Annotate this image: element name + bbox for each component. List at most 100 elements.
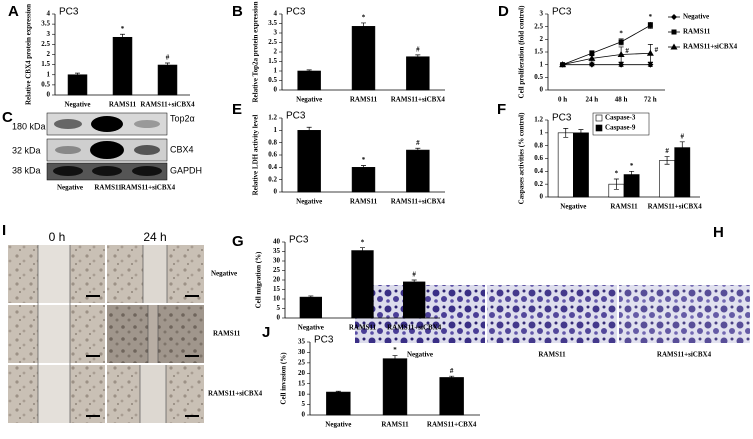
error-bar: [120, 33, 125, 41]
error-bar: [335, 390, 341, 394]
legend-swatch: [595, 114, 603, 122]
panel-letter: B: [232, 3, 243, 20]
panel-title: PC3: [286, 111, 306, 122]
y-tick-label: 0: [47, 91, 51, 99]
wound-edges: [37, 245, 168, 423]
time-label: 24 h: [143, 230, 166, 244]
lane-label: Negative: [57, 184, 83, 192]
legend-label: RAMS11: [683, 28, 711, 36]
point: [589, 50, 595, 56]
x-tick-label: RAMS11+siCBX4: [391, 96, 446, 104]
y-axis-label: Cell invasion (%): [280, 352, 288, 405]
legend-label: RAMS11+siCBX4: [683, 43, 738, 51]
y-tick-label: 0: [540, 86, 544, 94]
x-tick-label: RAMS11: [610, 203, 638, 211]
x-tick-label: RAMS11+siCBX4: [391, 198, 446, 206]
point: [617, 51, 625, 58]
band: [134, 120, 160, 128]
row-label: RAMS11: [213, 330, 241, 338]
row-label: RAMS11+siCBX4: [208, 390, 263, 398]
error-bar: [361, 22, 366, 31]
panel-letter: G: [232, 233, 244, 250]
y-tick-label: 1: [274, 67, 278, 75]
panel-letter: A: [8, 3, 19, 20]
y-tick-label: 0.6: [534, 154, 543, 162]
significance-mark: #: [625, 47, 629, 55]
line: [562, 52, 651, 66]
panel-letter: D: [498, 3, 509, 20]
wound-images: [8, 245, 204, 423]
y-tick-label: 30: [273, 257, 281, 265]
point: [559, 61, 567, 68]
y-tick-label: 5: [277, 304, 281, 312]
gap: [143, 245, 167, 303]
error-bar: [679, 141, 685, 154]
y-tick-label: 0: [540, 193, 544, 201]
bar: [299, 296, 322, 319]
y-tick-label: 0.4: [534, 167, 543, 175]
y-tick-label: 1: [274, 126, 278, 134]
gap: [38, 365, 70, 423]
point: [588, 61, 595, 68]
significance-mark: #: [681, 132, 685, 140]
significance-mark: *: [619, 29, 623, 37]
significance-mark: *: [121, 25, 125, 33]
y-tick-label: 25: [273, 266, 281, 274]
legend-symbol: [671, 14, 677, 20]
band: [132, 166, 162, 176]
y-tick-label: 0.4: [268, 163, 277, 171]
y-tick-label: 35: [298, 338, 306, 346]
significance-mark: #: [416, 45, 420, 53]
x-tick-label: RAMS11: [381, 421, 409, 429]
x-tick-label: RAMS11+siCBX4: [648, 203, 703, 211]
bar: [297, 70, 321, 91]
y-tick-label: 0.5: [534, 73, 543, 81]
significance-mark: #: [655, 46, 659, 54]
y-tick-label: 0.2: [268, 175, 277, 183]
significance-mark: *: [361, 238, 365, 246]
x-tick-label: Negative: [296, 96, 322, 104]
y-tick-label: 0.5: [268, 76, 277, 84]
x-tick-label: 0 h: [558, 96, 567, 104]
bar: [326, 391, 351, 416]
band: [134, 145, 160, 155]
size-label: 32 kDa: [12, 145, 41, 155]
panel-title: PC3: [314, 335, 334, 346]
blot-panel: C 180 kDa 32 kDa 38 kDa Top2α CBX4 GAPDH…: [2, 109, 202, 192]
error-bar: [75, 72, 80, 77]
lane-label: RAMS11: [94, 184, 122, 192]
x-tick-label: 72 h: [644, 96, 657, 104]
y-tick-label: 1: [540, 60, 544, 68]
legend-box: [592, 112, 650, 136]
error-bar: [361, 165, 366, 170]
y-tick-label: 0: [274, 188, 278, 196]
lane-label: RAMS11+siCBX4: [121, 184, 176, 192]
significance-mark: *: [649, 13, 653, 21]
y-tick-label: 3: [47, 30, 51, 38]
x-tick-label: 24 h: [586, 96, 599, 104]
y-tick-label: 1.2: [268, 114, 277, 122]
point: [618, 39, 624, 45]
panel-letter: J: [262, 324, 270, 341]
y-tick-label: 1: [540, 128, 544, 136]
row-label: Negative: [211, 270, 237, 278]
panel-title: PC3: [552, 7, 572, 18]
significance-mark: *: [393, 346, 397, 354]
band: [55, 146, 81, 154]
error-bar: [578, 129, 584, 137]
error-bar: [360, 247, 365, 254]
y-tick-label: 4: [47, 10, 51, 18]
point: [647, 22, 653, 28]
error-bar: [415, 54, 421, 59]
y-axis-label: Relative LDH activity level: [252, 115, 260, 196]
panel-title: PC3: [59, 7, 79, 18]
significance-mark: #: [416, 139, 420, 147]
bar: [351, 26, 376, 91]
y-tick-label: 25: [298, 358, 306, 366]
panel-letter: H: [713, 224, 724, 241]
image: [487, 285, 617, 343]
bar: [351, 250, 374, 319]
y-tick-label: 0.8: [268, 138, 277, 146]
bar: [297, 130, 321, 193]
bar: [112, 36, 133, 96]
